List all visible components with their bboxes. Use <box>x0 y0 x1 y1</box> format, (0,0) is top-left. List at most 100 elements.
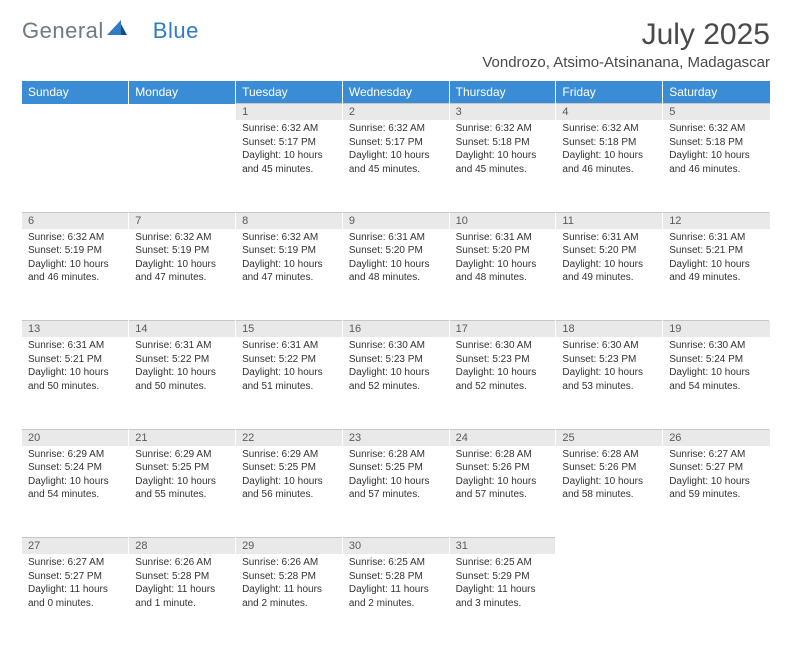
day-number-cell: 10 <box>449 212 556 229</box>
day-content-cell: Sunrise: 6:32 AMSunset: 5:19 PMDaylight:… <box>236 229 343 321</box>
day-details: Sunrise: 6:29 AMSunset: 5:24 PMDaylight:… <box>22 446 128 506</box>
sunrise-line: Sunrise: 6:31 AM <box>562 231 656 245</box>
day-details: Sunrise: 6:32 AMSunset: 5:19 PMDaylight:… <box>129 229 235 289</box>
day-details: Sunrise: 6:31 AMSunset: 5:22 PMDaylight:… <box>129 337 235 397</box>
day-details: Sunrise: 6:32 AMSunset: 5:18 PMDaylight:… <box>450 120 556 180</box>
daylight-line: Daylight: 10 hours and 46 minutes. <box>669 149 763 176</box>
day-details: Sunrise: 6:28 AMSunset: 5:26 PMDaylight:… <box>450 446 556 506</box>
day-details: Sunrise: 6:30 AMSunset: 5:24 PMDaylight:… <box>663 337 769 397</box>
day-number-cell: 4 <box>556 104 663 121</box>
day-number-cell: 18 <box>556 321 663 338</box>
day-number-cell: 22 <box>236 429 343 446</box>
day-content-cell: Sunrise: 6:32 AMSunset: 5:17 PMDaylight:… <box>236 120 343 212</box>
sunset-line: Sunset: 5:22 PM <box>135 353 229 367</box>
weekday-header-row: Sunday Monday Tuesday Wednesday Thursday… <box>22 81 770 104</box>
sunrise-line: Sunrise: 6:30 AM <box>669 339 763 353</box>
content-row: Sunrise: 6:32 AMSunset: 5:19 PMDaylight:… <box>22 229 770 321</box>
daylight-line: Daylight: 10 hours and 53 minutes. <box>562 366 656 393</box>
calendar-body: 12345Sunrise: 6:32 AMSunset: 5:17 PMDayl… <box>22 104 770 646</box>
sunrise-line: Sunrise: 6:32 AM <box>135 231 229 245</box>
brand-logo: General Blue <box>22 18 199 44</box>
sunset-line: Sunset: 5:17 PM <box>242 136 336 150</box>
day-details: Sunrise: 6:25 AMSunset: 5:29 PMDaylight:… <box>450 554 556 614</box>
daylight-line: Daylight: 11 hours and 3 minutes. <box>456 583 550 610</box>
day-number-cell: 2 <box>342 104 449 121</box>
daylight-line: Daylight: 10 hours and 49 minutes. <box>669 258 763 285</box>
day-number-cell <box>556 538 663 555</box>
day-details: Sunrise: 6:28 AMSunset: 5:25 PMDaylight:… <box>343 446 449 506</box>
weekday-header: Tuesday <box>236 81 343 104</box>
sunset-line: Sunset: 5:24 PM <box>28 461 122 475</box>
sunset-line: Sunset: 5:25 PM <box>349 461 443 475</box>
sunrise-line: Sunrise: 6:29 AM <box>242 448 336 462</box>
day-content-cell: Sunrise: 6:31 AMSunset: 5:22 PMDaylight:… <box>129 337 236 429</box>
sunrise-line: Sunrise: 6:26 AM <box>242 556 336 570</box>
day-content-cell: Sunrise: 6:25 AMSunset: 5:28 PMDaylight:… <box>342 554 449 646</box>
day-number-cell: 28 <box>129 538 236 555</box>
day-content-cell: Sunrise: 6:25 AMSunset: 5:29 PMDaylight:… <box>449 554 556 646</box>
day-number-cell <box>22 104 129 121</box>
sunset-line: Sunset: 5:19 PM <box>135 244 229 258</box>
sunset-line: Sunset: 5:23 PM <box>456 353 550 367</box>
sunset-line: Sunset: 5:28 PM <box>135 570 229 584</box>
daylight-line: Daylight: 10 hours and 48 minutes. <box>349 258 443 285</box>
day-number-cell: 29 <box>236 538 343 555</box>
day-content-cell: Sunrise: 6:32 AMSunset: 5:17 PMDaylight:… <box>342 120 449 212</box>
day-details: Sunrise: 6:27 AMSunset: 5:27 PMDaylight:… <box>663 446 769 506</box>
daynum-row: 20212223242526 <box>22 429 770 446</box>
day-content-cell: Sunrise: 6:31 AMSunset: 5:20 PMDaylight:… <box>556 229 663 321</box>
day-number-cell: 25 <box>556 429 663 446</box>
sunrise-line: Sunrise: 6:32 AM <box>242 231 336 245</box>
daylight-line: Daylight: 10 hours and 58 minutes. <box>562 475 656 502</box>
day-number-cell: 24 <box>449 429 556 446</box>
day-details: Sunrise: 6:30 AMSunset: 5:23 PMDaylight:… <box>450 337 556 397</box>
day-content-cell: Sunrise: 6:32 AMSunset: 5:19 PMDaylight:… <box>129 229 236 321</box>
daylight-line: Daylight: 10 hours and 50 minutes. <box>28 366 122 393</box>
day-content-cell: Sunrise: 6:26 AMSunset: 5:28 PMDaylight:… <box>129 554 236 646</box>
day-details: Sunrise: 6:32 AMSunset: 5:17 PMDaylight:… <box>236 120 342 180</box>
daylight-line: Daylight: 11 hours and 0 minutes. <box>28 583 122 610</box>
day-number-cell: 6 <box>22 212 129 229</box>
sunrise-line: Sunrise: 6:31 AM <box>242 339 336 353</box>
weekday-header: Friday <box>556 81 663 104</box>
content-row: Sunrise: 6:27 AMSunset: 5:27 PMDaylight:… <box>22 554 770 646</box>
brand-part2: Blue <box>153 18 199 44</box>
daylight-line: Daylight: 10 hours and 56 minutes. <box>242 475 336 502</box>
day-details: Sunrise: 6:32 AMSunset: 5:19 PMDaylight:… <box>236 229 342 289</box>
day-content-cell: Sunrise: 6:27 AMSunset: 5:27 PMDaylight:… <box>663 446 770 538</box>
day-content-cell: Sunrise: 6:27 AMSunset: 5:27 PMDaylight:… <box>22 554 129 646</box>
sunset-line: Sunset: 5:21 PM <box>669 244 763 258</box>
content-row: Sunrise: 6:29 AM Sunset: 5:24 PM Daylight:… <box>22 446 770 538</box>
sunrise-line: Sunrise: 6:28 AM <box>349 448 443 462</box>
day-content-cell: Sunrise: 6:31 AMSunset: 5:21 PMDaylight:… <box>663 229 770 321</box>
daylight-line: Daylight: 10 hours and 52 minutes. <box>456 366 550 393</box>
sunset-line: Sunset: 5:25 PM <box>242 461 336 475</box>
day-details: Sunrise: 6:31 AMSunset: 5:22 PMDaylight:… <box>236 337 342 397</box>
header-right: July 2025 Vondrozo, Atsimo-Atsinanana, M… <box>482 18 770 77</box>
daylight-line: Daylight: 10 hours and 57 minutes. <box>349 475 443 502</box>
daylight-line: Daylight: 10 hours and 50 minutes. <box>135 366 229 393</box>
day-number-cell: 15 <box>236 321 343 338</box>
daylight-line: Daylight: 10 hours and 47 minutes. <box>242 258 336 285</box>
day-content-cell: Sunrise: 6:28 AMSunset: 5:25 PMDaylight:… <box>342 446 449 538</box>
sunset-line: Sunset: 5:29 PM <box>456 570 550 584</box>
day-number-cell: 23 <box>342 429 449 446</box>
sunset-line: Sunset: 5:26 PM <box>562 461 656 475</box>
day-content-cell: Sunrise: 6:31 AMSunset: 5:21 PMDaylight:… <box>22 337 129 429</box>
day-content-cell: Sunrise: 6:30 AMSunset: 5:23 PMDaylight:… <box>556 337 663 429</box>
day-number-cell: 21 <box>129 429 236 446</box>
day-details: Sunrise: 6:31 AMSunset: 5:21 PMDaylight:… <box>663 229 769 289</box>
sunrise-line: Sunrise: 6:28 AM <box>456 448 550 462</box>
day-number-cell <box>663 538 770 555</box>
daylight-line: Daylight: 10 hours and 48 minutes. <box>456 258 550 285</box>
day-number-cell: 17 <box>449 321 556 338</box>
sunset-line: Sunset: 5:26 PM <box>456 461 550 475</box>
day-content-cell: Sunrise: 6:28 AMSunset: 5:26 PMDaylight:… <box>556 446 663 538</box>
sunrise-line: Sunrise: 6:27 AM <box>669 448 763 462</box>
daylight-line: Daylight: 10 hours and 55 minutes. <box>135 475 229 502</box>
sunset-line: Sunset: 5:25 PM <box>135 461 229 475</box>
daylight-line: Daylight: 11 hours and 2 minutes. <box>349 583 443 610</box>
sunrise-line: Sunrise: 6:32 AM <box>669 122 763 136</box>
daylight-line: Daylight: 10 hours and 45 minutes. <box>242 149 336 176</box>
weekday-header: Monday <box>129 81 236 104</box>
